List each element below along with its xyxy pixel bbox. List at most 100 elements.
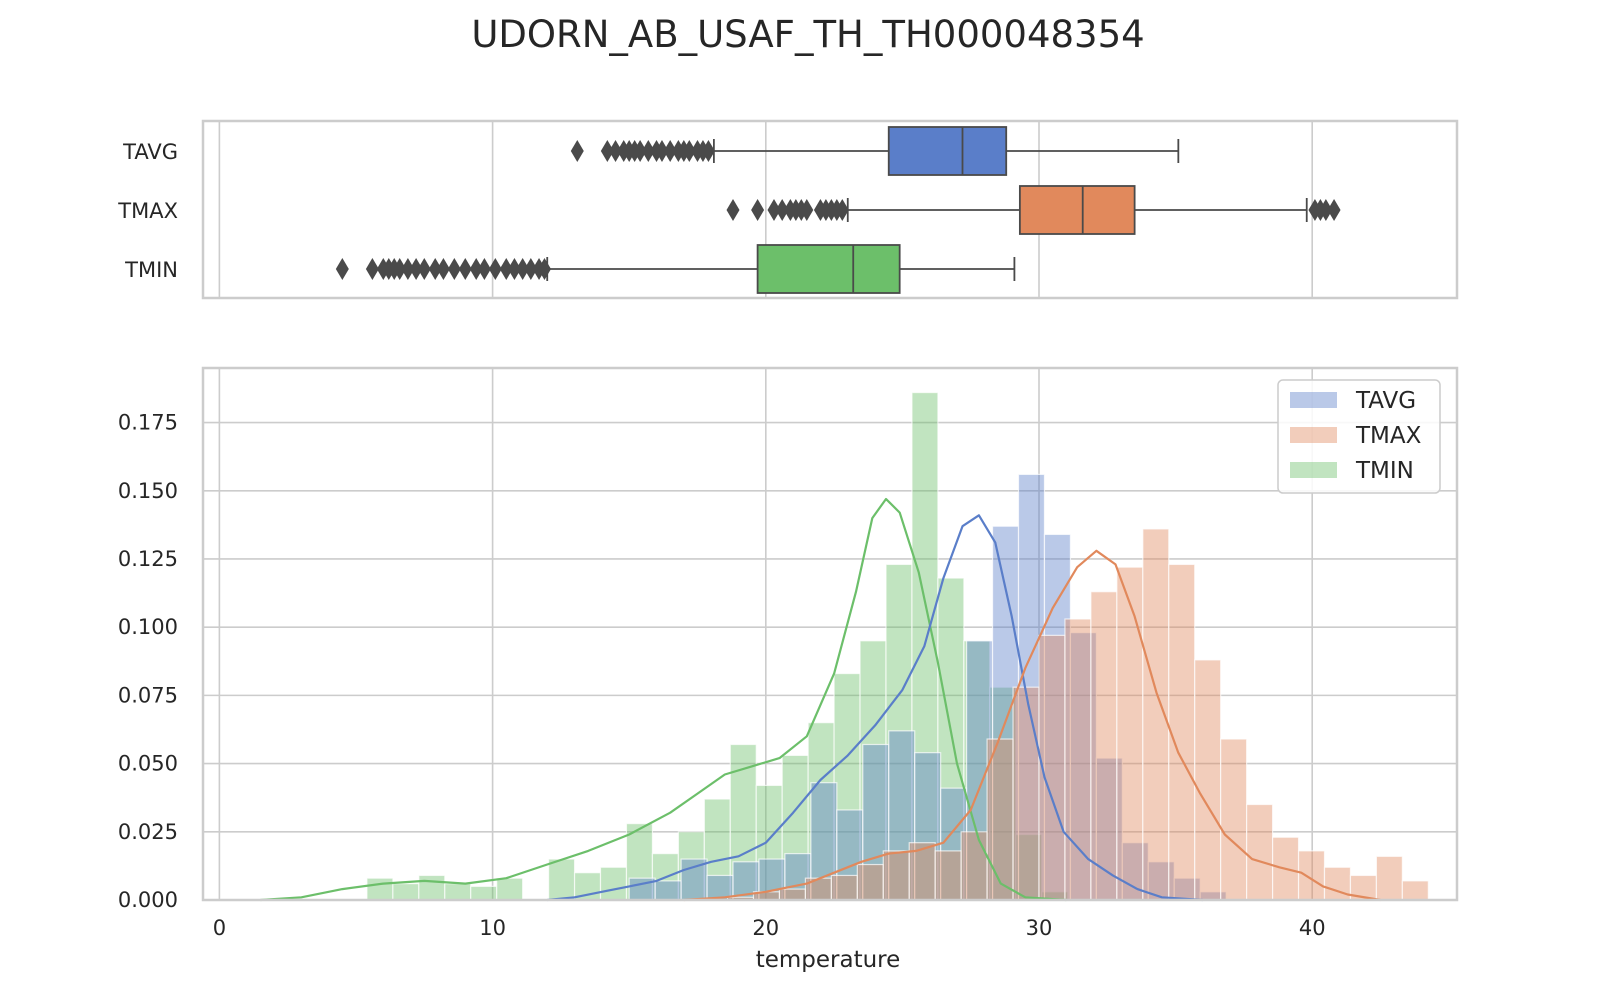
histogram-bar [625, 823, 654, 901]
outlier-point [393, 258, 407, 280]
y-tick-label: 0.175 [118, 411, 178, 435]
histogram-bar [1015, 833, 1043, 901]
box-tmax [726, 185, 1341, 235]
histogram-bar [496, 877, 524, 901]
outlier-point [538, 258, 552, 280]
kde-lines [260, 497, 1381, 902]
outlier-point [335, 258, 349, 280]
outlier-point [524, 258, 538, 280]
histogram-bar [1194, 659, 1222, 901]
histogram-bar [885, 563, 913, 901]
y-tick-label: 0.025 [118, 820, 178, 844]
x-tick-label: 30 [1026, 916, 1053, 940]
legend-box [1277, 379, 1441, 494]
histogram-bar [1043, 533, 1072, 901]
outlier-point [488, 258, 502, 280]
outlier-point [1327, 199, 1341, 221]
histogram-bar [836, 809, 864, 901]
histogram-bar [986, 738, 1014, 901]
histogram-panel: 0.000 0.025 0.050 0.075 0.100 0.125 0.150 0.175… [118, 366, 1459, 973]
histogram-bar [599, 866, 628, 901]
histogram-bar [882, 850, 910, 901]
outlier-point [477, 258, 491, 280]
histogram-x-ticks: 0 10 20 30 40 [213, 916, 1326, 940]
histogram-bar [1121, 842, 1149, 901]
legend-label-tavg: TAVG [1355, 388, 1416, 414]
histogram-bar [830, 874, 858, 901]
histogram-bar [392, 883, 420, 901]
box-tmin [335, 244, 1016, 294]
iqr-box [756, 244, 901, 294]
outlier-point [835, 199, 849, 221]
outlier-point [458, 258, 472, 280]
legend-label-tmin: TMIN [1355, 458, 1414, 484]
boxplot-marks [335, 126, 1341, 294]
outlier-point [663, 140, 677, 162]
histogram-bar [1220, 738, 1248, 901]
histogram-bar [914, 752, 942, 901]
outlier-point [516, 258, 530, 280]
outlier-point [767, 199, 781, 221]
histogram-bar [937, 577, 965, 901]
histogram-bar [934, 850, 962, 901]
histogram-bar [1168, 563, 1196, 901]
outlier-point [1319, 199, 1333, 221]
outlier-point [365, 258, 379, 280]
histogram-bar [366, 877, 394, 901]
histogram-bar [960, 831, 988, 901]
box-category-label-tmin: TMIN [124, 258, 178, 282]
histogram-bar [856, 863, 884, 901]
outlier-point [600, 140, 614, 162]
boxplot-panel: TAVG TMAX TMIN [117, 119, 1459, 300]
histogram-bar [784, 853, 812, 901]
y-tick-label: 0.050 [118, 752, 178, 776]
kde-line-tavg [547, 514, 1203, 902]
boxplot-category-labels: TAVG TMAX TMIN [117, 140, 178, 282]
histogram-bar [862, 743, 890, 901]
kde-line-tmin [260, 497, 1067, 902]
histogram-bar [778, 888, 807, 901]
outlier-point [499, 258, 513, 280]
bars-tmin [366, 391, 1069, 901]
legend-swatch-tmax [1290, 427, 1337, 443]
outlier-point [701, 140, 715, 162]
legend-swatch-tavg [1290, 392, 1337, 408]
legend-swatch-tmin [1290, 462, 1337, 478]
outlier-point [751, 199, 765, 221]
outlier-point [800, 199, 814, 221]
histogram-bar [989, 686, 1017, 901]
box-tavg [570, 126, 1180, 176]
box-category-label-tmax: TMAX [117, 199, 178, 223]
x-tick-label: 20 [752, 916, 779, 940]
histogram-bar [940, 787, 968, 901]
histogram-bar [908, 842, 936, 901]
legend-label-tmax: TMAX [1355, 423, 1422, 449]
boxplot-frame [201, 119, 1459, 300]
iqr-box [1018, 185, 1136, 235]
outlier-point [655, 140, 669, 162]
histogram-bar [1246, 803, 1274, 901]
outlier-point [775, 199, 789, 221]
histogram-bar [1401, 880, 1429, 901]
iqr-box [887, 126, 1008, 176]
x-tick-label: 40 [1299, 916, 1326, 940]
outlier-point [633, 140, 647, 162]
histogram-bar [1297, 850, 1326, 901]
outlier-point [570, 140, 584, 162]
outlier-point [409, 258, 423, 280]
histogram-frame [201, 366, 1459, 902]
bars-tmax [726, 528, 1429, 901]
histogram-bar [444, 883, 472, 901]
x-axis-label: temperature [756, 947, 901, 973]
outlier-point [436, 258, 450, 280]
outlier-point [417, 258, 431, 280]
outlier-point [609, 140, 623, 162]
outlier-point [507, 258, 521, 280]
y-tick-label: 0.100 [118, 615, 178, 639]
legend: TAVG TMAX TMIN [1277, 379, 1441, 494]
y-tick-label: 0.000 [118, 888, 178, 912]
histogram-bar [470, 885, 498, 901]
y-tick-label: 0.125 [118, 547, 178, 571]
